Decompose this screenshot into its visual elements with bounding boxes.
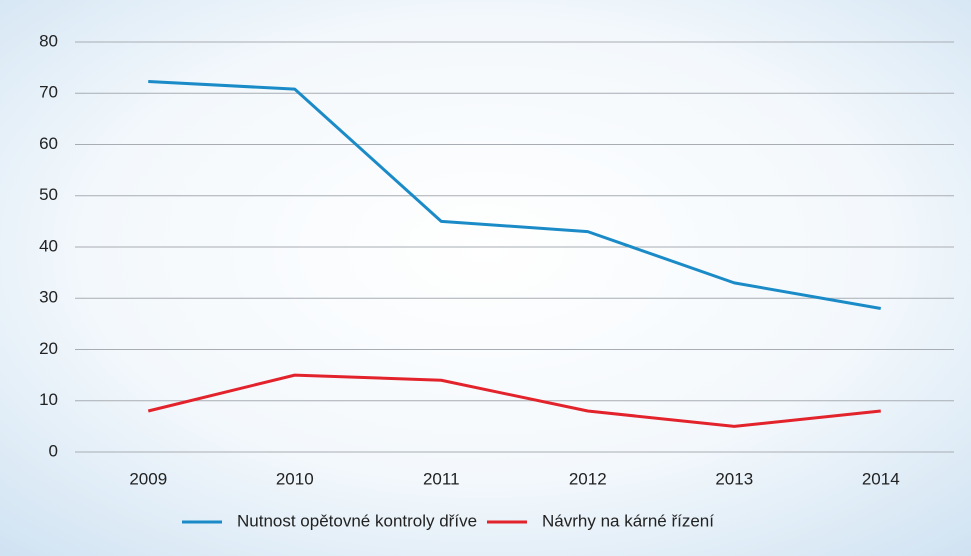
y-tick-label: 70 xyxy=(39,83,58,102)
y-tick-label: 80 xyxy=(39,31,58,50)
legend-label: Nutnost opětovné kontroly dříve xyxy=(237,511,477,530)
x-tick-label: 2013 xyxy=(715,469,753,488)
y-tick-label: 30 xyxy=(39,288,58,307)
y-tick-label: 50 xyxy=(39,185,58,204)
y-tick-label: 20 xyxy=(39,339,58,358)
x-tick-label: 2010 xyxy=(276,469,314,488)
legend-label: Návrhy na kárné řízení xyxy=(542,511,714,530)
y-tick-label: 60 xyxy=(39,134,58,153)
y-tick-label: 10 xyxy=(39,390,58,409)
x-tick-label: 2014 xyxy=(862,469,900,488)
series-line xyxy=(147,373,881,428)
x-tick-label: 2012 xyxy=(569,469,607,488)
y-tick-label: 0 xyxy=(49,441,58,460)
series-line xyxy=(148,79,882,310)
x-tick-label: 2009 xyxy=(129,469,167,488)
y-tick-label: 40 xyxy=(39,236,58,255)
x-tick-label: 2011 xyxy=(423,469,460,488)
